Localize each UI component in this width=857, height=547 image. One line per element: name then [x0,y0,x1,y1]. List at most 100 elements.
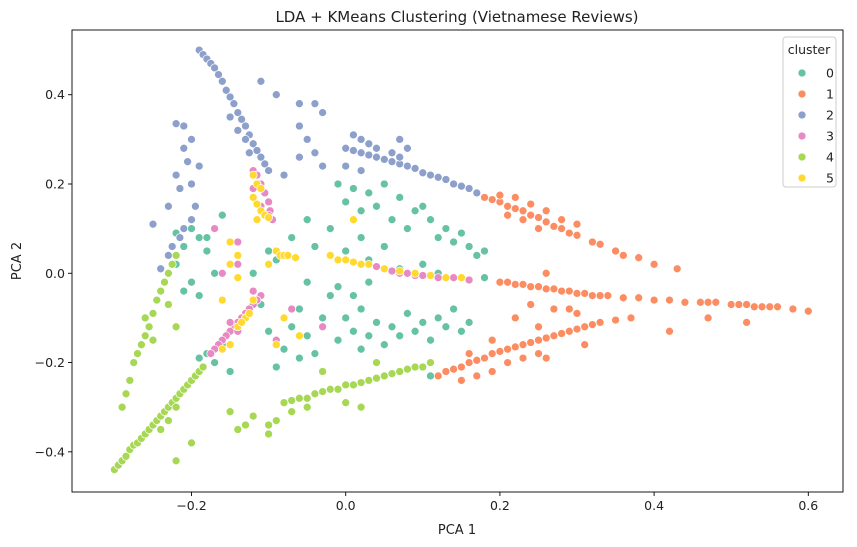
point-cluster-1 [534,335,543,345]
point-cluster-5 [248,193,258,202]
point-cluster-1 [773,302,782,312]
point-cluster-0 [364,188,374,198]
point-cluster-1 [649,259,659,269]
point-cluster-5 [341,255,351,265]
point-cluster-5 [248,170,258,180]
point-cluster-4 [140,313,150,323]
point-cluster-1 [503,210,512,220]
point-cluster-3 [318,322,327,332]
legend-label: 2 [826,108,834,123]
point-cluster-4 [148,335,158,345]
point-cluster-1 [487,367,497,376]
point-cluster-1 [534,224,543,233]
point-cluster-2 [225,112,235,122]
point-cluster-1 [680,297,690,307]
point-cluster-4 [333,384,343,394]
point-cluster-3 [264,197,273,207]
point-cluster-4 [287,407,297,417]
point-cluster-4 [372,373,381,383]
point-cluster-3 [206,349,216,358]
series-1 [433,190,813,385]
point-cluster-1 [480,193,489,202]
point-cluster-2 [237,114,246,124]
point-cluster-1 [595,291,605,300]
point-cluster-4 [387,369,397,379]
point-cluster-0 [364,277,374,287]
point-cluster-2 [295,152,304,162]
point-cluster-0 [426,371,435,381]
point-cluster-0 [287,233,297,242]
point-cluster-2 [364,150,374,160]
chart-title: LDA + KMeans Clustering (Vietnamese Revi… [275,8,638,26]
point-cluster-1 [742,300,751,309]
point-cluster-5 [248,295,258,305]
point-cluster-1 [588,291,597,300]
point-cluster-3 [418,271,428,280]
point-cluster-2 [233,126,243,135]
points-layer [110,45,813,475]
point-cluster-5 [349,257,358,267]
point-cluster-1 [526,199,536,209]
point-cluster-5 [225,237,235,247]
point-cluster-1 [464,358,474,367]
x-axis-label: PCA 1 [438,523,476,538]
point-cluster-1 [618,293,628,303]
point-cluster-2 [164,251,173,260]
point-cluster-2 [194,161,204,171]
point-cluster-4 [418,362,428,372]
point-cluster-0 [426,335,435,345]
point-cluster-1 [510,193,520,202]
point-cluster-5 [225,259,235,269]
point-cluster-4 [341,398,351,408]
point-cluster-2 [318,161,327,171]
point-cluster-1 [803,306,813,316]
point-cluster-5 [217,295,227,305]
point-cluster-4 [426,358,435,367]
point-cluster-1 [495,277,505,287]
point-cluster-0 [464,318,474,327]
point-cluster-5 [426,271,435,280]
point-cluster-4 [410,362,420,372]
point-cluster-0 [410,326,420,336]
x-axis-ticks: −0.2 0.0 0.2 0.4 0.6 [176,492,818,513]
point-cluster-0 [372,201,381,211]
point-cluster-2 [191,201,200,211]
point-cluster-1 [449,364,458,374]
point-cluster-2 [426,170,435,180]
point-cluster-4 [133,349,142,358]
point-cluster-4 [125,376,135,385]
point-cluster-2 [472,188,482,198]
point-cluster-1 [518,353,528,363]
point-cluster-1 [549,284,559,294]
point-cluster-0 [302,331,312,341]
point-cluster-2 [241,135,250,144]
point-cluster-0 [426,215,435,225]
point-cluster-0 [379,340,389,350]
point-cluster-4 [372,358,381,367]
point-cluster-2 [179,121,189,131]
point-cluster-3 [217,268,227,278]
point-cluster-0 [202,233,212,242]
legend-label: 1 [826,87,834,102]
point-cluster-5 [441,273,451,283]
point-cluster-2 [295,121,304,131]
point-cluster-1 [603,291,613,300]
point-cluster-2 [395,152,405,162]
point-cluster-0 [179,286,189,296]
point-cluster-0 [264,246,273,256]
y-tick-label: 0.2 [45,177,65,192]
point-cluster-2 [179,224,189,233]
point-cluster-5 [379,264,389,274]
point-cluster-4 [318,387,327,396]
point-cluster-2 [349,130,358,140]
point-cluster-1 [580,322,590,332]
point-cluster-1 [557,329,566,338]
point-cluster-0 [295,353,304,363]
x-tick-label: 0.0 [336,498,356,513]
point-cluster-3 [387,266,397,276]
legend-box [782,36,837,188]
point-cluster-2 [225,92,235,102]
point-cluster-1 [572,324,582,334]
point-cluster-2 [302,135,312,144]
